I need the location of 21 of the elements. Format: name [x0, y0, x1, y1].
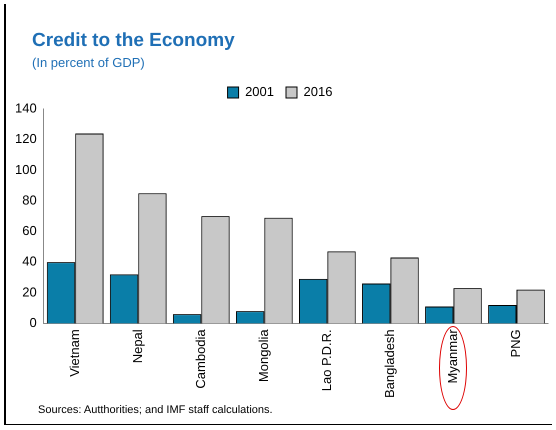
y-tick-label: 40 — [22, 254, 37, 269]
x-tick-label: Lao P.D.R. — [318, 329, 334, 392]
x-tick-label: PNG — [508, 329, 524, 358]
chart-title: Credit to the Economy — [32, 30, 235, 52]
y-tick-label: 60 — [22, 223, 37, 238]
x-tick-label: Mongolia — [256, 328, 271, 382]
x-tick-label: Cambodia — [192, 328, 208, 389]
x-tick-label: Bangladesh — [382, 329, 397, 398]
source-note: Sources: Autthorities; and IMF staff calculations. — [38, 404, 273, 416]
y-tick-label: 20 — [22, 284, 37, 300]
y-tick-label: 140 — [14, 100, 37, 116]
y-tick-label: 0 — [29, 314, 37, 330]
y-tick-label: 120 — [14, 131, 37, 146]
legend-label: 2016 — [304, 84, 332, 100]
y-tick-label: 100 — [14, 162, 37, 177]
x-tick-label: Vietnam — [66, 329, 82, 377]
x-tick-label: Nepal — [130, 329, 145, 364]
x-tick-label: Myanmar — [445, 328, 460, 384]
chart-subtitle: (In percent of GDP) — [32, 55, 145, 70]
legend-label: 2001 — [245, 84, 274, 100]
y-tick-label: 80 — [22, 192, 37, 208]
